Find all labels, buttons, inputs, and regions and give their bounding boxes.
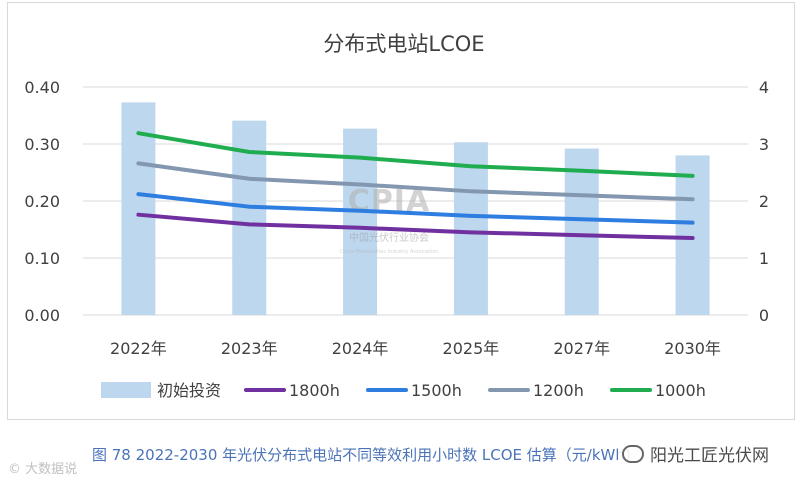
cpia-org-name: 中国光伏行业协会 — [349, 231, 429, 244]
right-tick-label: 1 — [759, 249, 769, 268]
wechat-icon — [622, 444, 644, 463]
x-tick-label: 2022年 — [110, 339, 167, 358]
legend-label: 1800h — [289, 381, 340, 400]
figure-caption: 图 78 2022-2030 年光伏分布式电站不同等效利用小时数 LCOE 估算… — [92, 446, 640, 464]
bar-initial-investment — [564, 148, 599, 315]
cpia-org-en: China Photovoltaic Industry Association — [340, 249, 439, 255]
right-tick-label: 2 — [759, 192, 769, 211]
series-line-1800h — [136, 212, 695, 241]
series-line-1500h — [136, 192, 695, 225]
left-tick-label: 0.10 — [24, 249, 60, 268]
legend-label: 1000h — [655, 381, 706, 400]
right-tick-label: 3 — [759, 135, 769, 154]
legend-swatch-bar — [101, 382, 151, 398]
left-tick-label: 0.20 — [24, 192, 60, 211]
lines — [136, 131, 695, 241]
left-tick-label: 0.00 — [24, 306, 60, 325]
x-tick-label: 2023年 — [221, 339, 278, 358]
source-watermark-left: © 大数据说 — [8, 462, 78, 477]
source-name: 阳光工匠光伏网 — [650, 446, 769, 466]
right-tick-label: 4 — [759, 78, 769, 97]
legend-label: 1200h — [533, 381, 584, 400]
bar-initial-investment — [675, 155, 710, 315]
x-tick-label: 2030年 — [664, 339, 721, 358]
legend: 初始投资 1800h 1500h 1200h 1000h — [101, 381, 706, 400]
series-line-1000h — [136, 131, 695, 178]
bar-initial-investment — [453, 142, 488, 315]
x-tick-label: 2024年 — [332, 339, 389, 358]
left-tick-label: 0.30 — [24, 135, 60, 154]
chart-title: 分布式电站LCOE — [323, 32, 484, 56]
x-tick-label: 2027年 — [553, 339, 610, 358]
series-line-1200h — [136, 161, 695, 202]
axes: 0.00 0.10 0.20 0.30 0.40 0 1 2 3 4 2022年 2023年 2024年… — [24, 78, 769, 358]
right-tick-label: 0 — [759, 306, 769, 325]
legend-label: 初始投资 — [157, 381, 221, 400]
legend-label: 1500h — [411, 381, 462, 400]
lcoe-chart: 分布式电站LCOE CPIA 中国光伏行业协会 China Photovolta… — [24, 32, 769, 400]
left-tick-label: 0.40 — [24, 78, 60, 97]
source-watermark-right: 阳光工匠光伏网 — [618, 441, 773, 466]
bar-initial-investment — [121, 102, 156, 315]
chart-frame: 分布式电站LCOE CPIA 中国光伏行业协会 China Photovolta… — [7, 2, 795, 420]
x-tick-label: 2025年 — [443, 339, 500, 358]
